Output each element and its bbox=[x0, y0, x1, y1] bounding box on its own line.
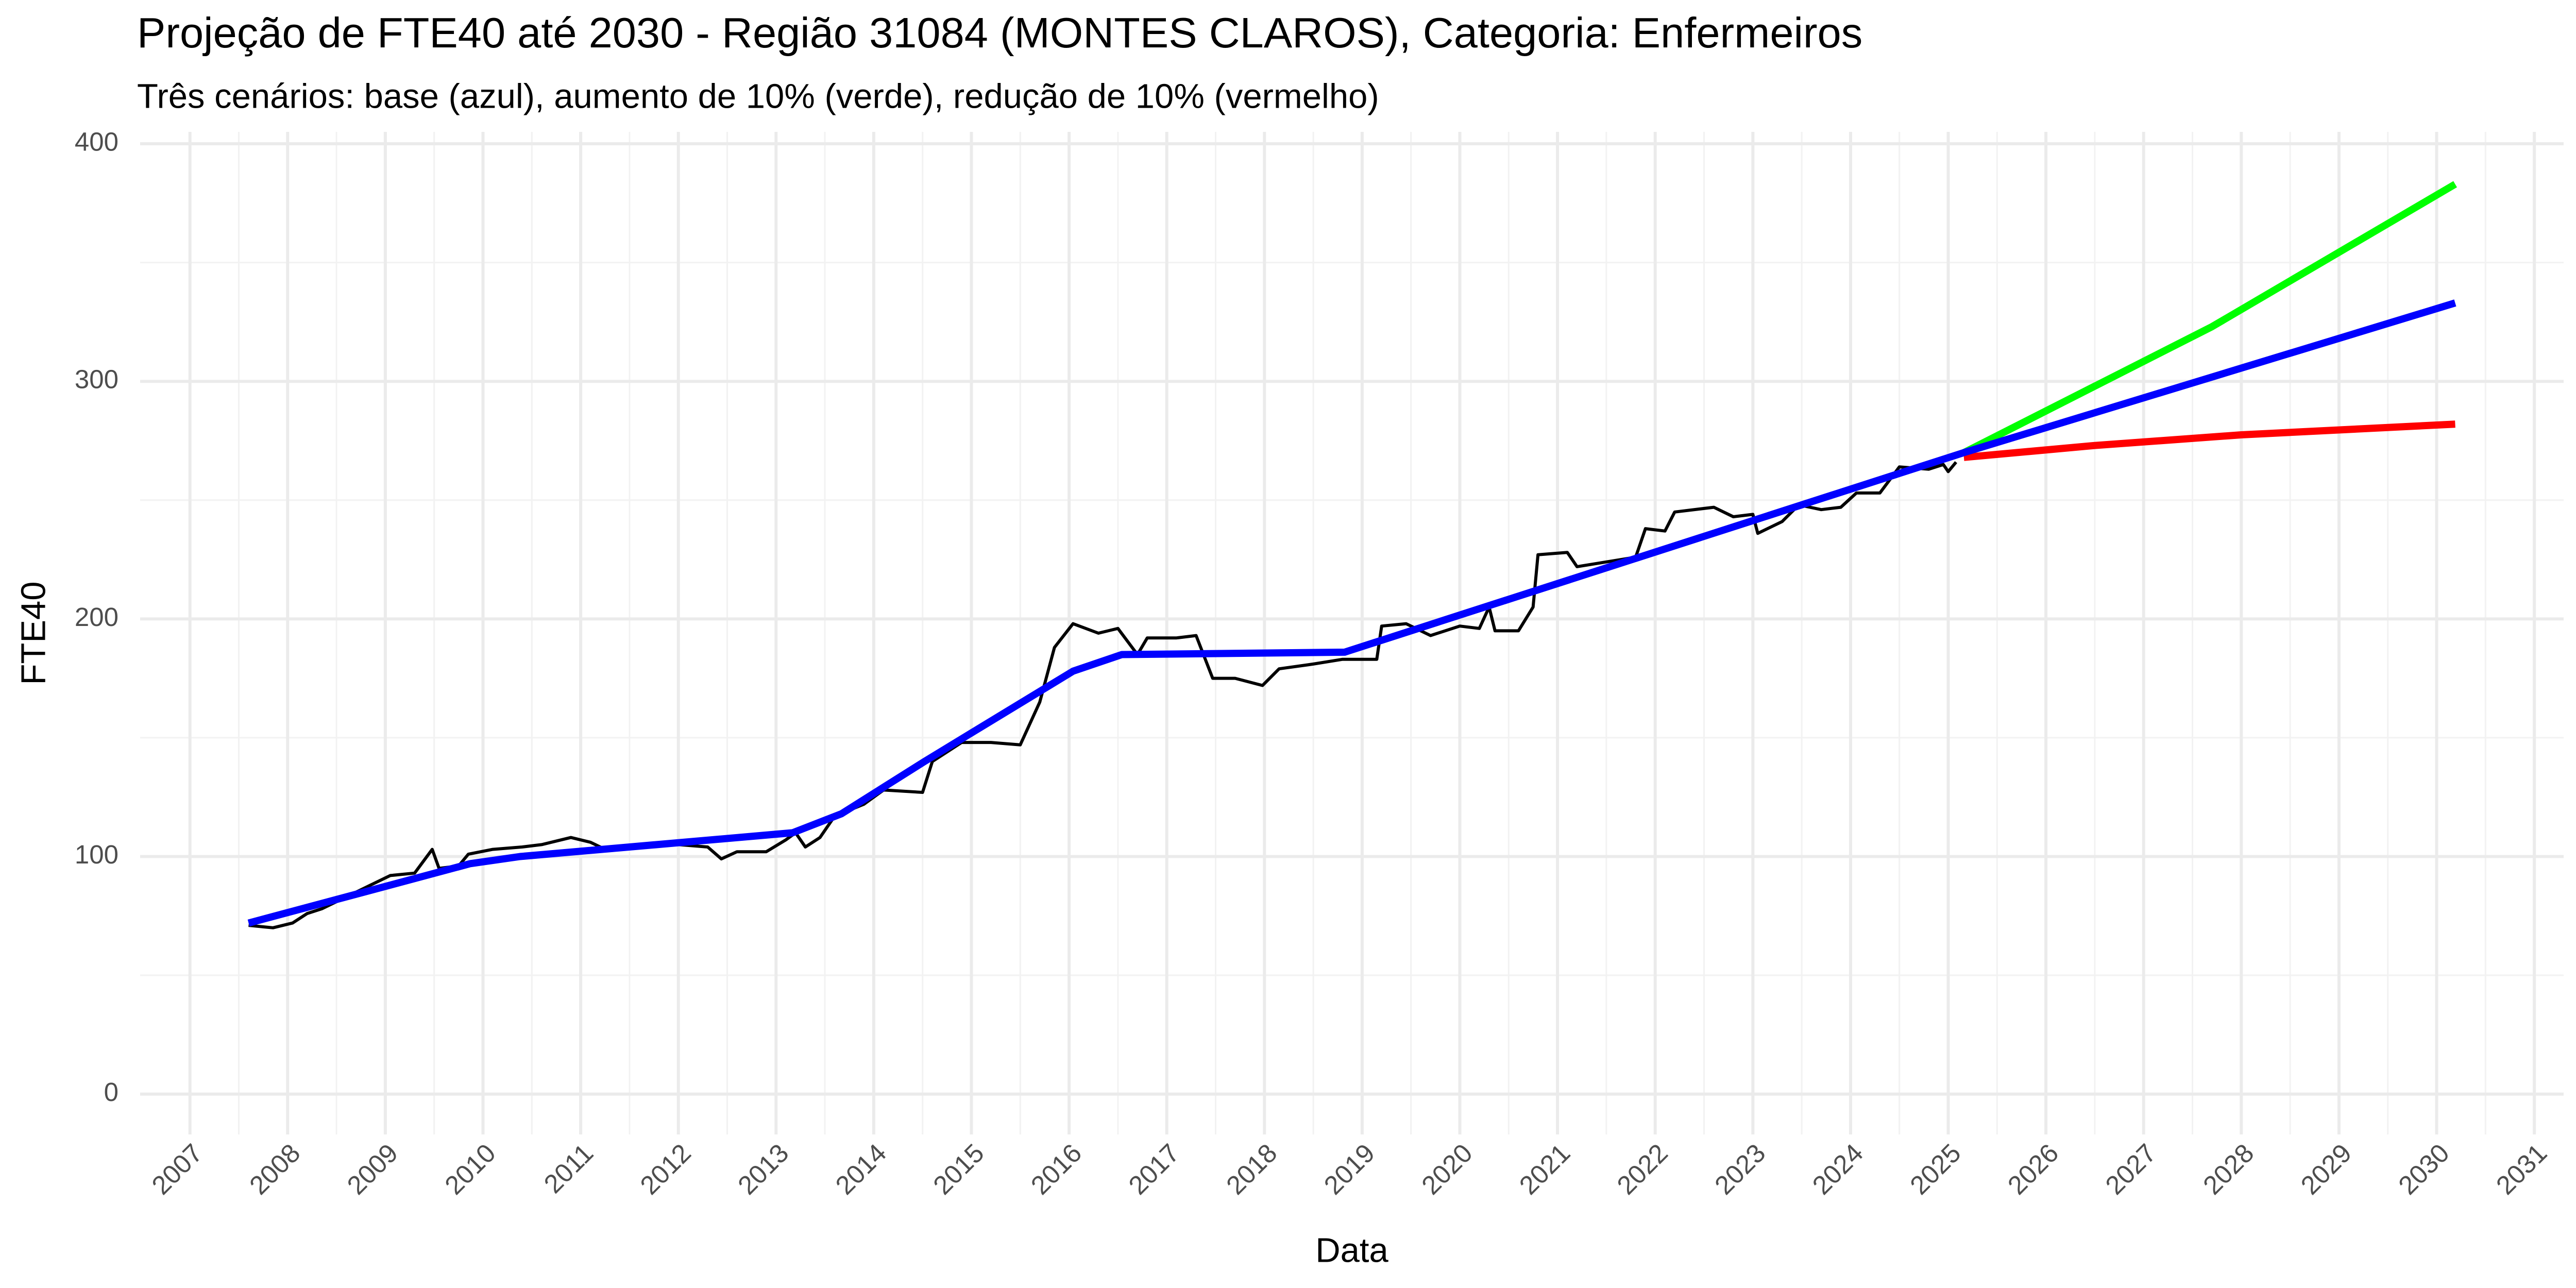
y-tick-label: 100 bbox=[75, 840, 118, 869]
x-axis-label: Data bbox=[1315, 1231, 1388, 1270]
x-tick-label: 2017 bbox=[1123, 1138, 1185, 1200]
x-tick-label: 2018 bbox=[1221, 1138, 1283, 1200]
x-tick-label: 2022 bbox=[1611, 1138, 1673, 1200]
x-tick-label: 2030 bbox=[2393, 1138, 2455, 1200]
x-tick-label: 2009 bbox=[342, 1138, 404, 1200]
x-tick-label: 2024 bbox=[1807, 1138, 1869, 1200]
x-tick-label: 2008 bbox=[244, 1138, 306, 1200]
x-tick-label: 2019 bbox=[1318, 1138, 1381, 1200]
x-tick-label: 2027 bbox=[2099, 1138, 2162, 1200]
y-tick-label: 400 bbox=[75, 127, 118, 157]
x-tick-label: 2016 bbox=[1025, 1138, 1088, 1200]
projection-line bbox=[1962, 181, 2458, 456]
chart-subtitle: Três cenários: base (azul), aumento de 1… bbox=[137, 77, 1379, 116]
x-tick-label: 2007 bbox=[146, 1138, 208, 1200]
x-tick-label: 2013 bbox=[732, 1138, 794, 1200]
x-tick-label: 2023 bbox=[1709, 1138, 1771, 1200]
x-tick-label: 2010 bbox=[439, 1138, 501, 1200]
x-tick-label: 2029 bbox=[2295, 1138, 2358, 1200]
x-tick-label: 2020 bbox=[1416, 1138, 1478, 1200]
x-tick-label: 2028 bbox=[2197, 1138, 2260, 1200]
y-tick-label: 200 bbox=[75, 602, 118, 632]
x-tick-label: 2026 bbox=[2002, 1138, 2064, 1200]
x-tick-label: 2025 bbox=[1904, 1138, 1967, 1200]
y-tick-label: 300 bbox=[75, 365, 118, 394]
x-tick-label: 2011 bbox=[538, 1138, 599, 1199]
x-tick-label: 2031 bbox=[2490, 1138, 2553, 1200]
projection-line bbox=[247, 299, 2456, 927]
x-tick-label: 2021 bbox=[1514, 1138, 1576, 1200]
projection-line bbox=[1963, 420, 2455, 461]
chart-title: Projeção de FTE40 até 2030 - Região 3108… bbox=[137, 9, 1862, 57]
x-tick-label: 2015 bbox=[927, 1138, 990, 1200]
y-axis-label: FTE40 bbox=[14, 581, 53, 685]
x-tick-label: 2012 bbox=[634, 1138, 697, 1200]
x-tick-label: 2014 bbox=[830, 1138, 892, 1200]
y-tick-label: 0 bbox=[104, 1077, 118, 1107]
